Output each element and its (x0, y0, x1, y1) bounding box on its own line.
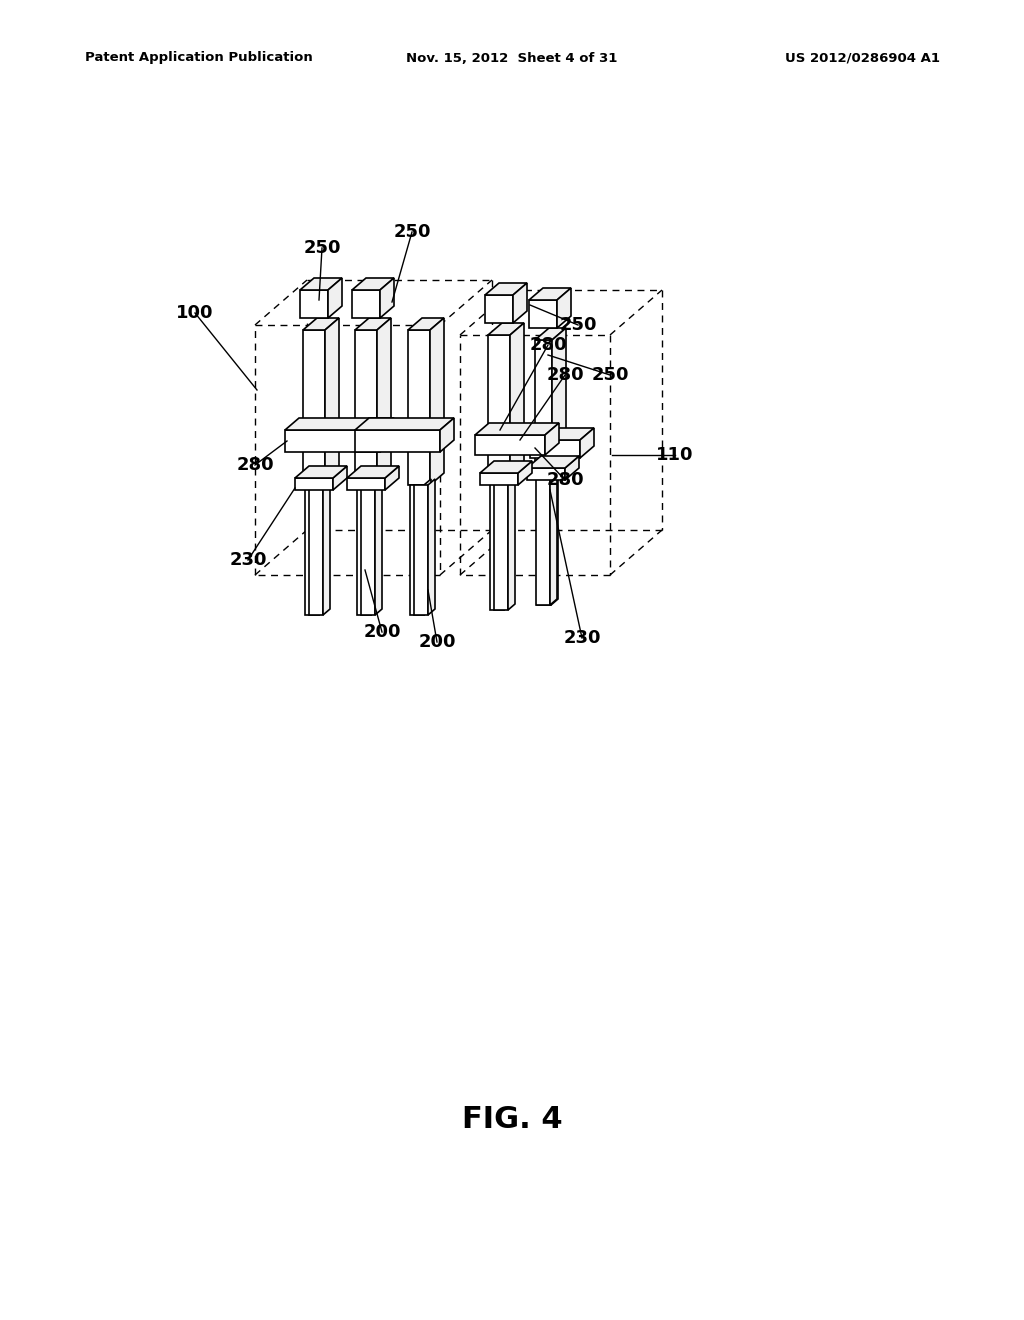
Polygon shape (285, 430, 380, 451)
Polygon shape (485, 282, 527, 294)
Polygon shape (347, 466, 399, 478)
Polygon shape (319, 479, 326, 615)
Polygon shape (410, 484, 424, 615)
Polygon shape (557, 288, 571, 327)
Text: 200: 200 (364, 623, 400, 642)
Text: 250: 250 (303, 239, 341, 257)
Text: 250: 250 (591, 366, 629, 384)
Text: Nov. 15, 2012  Sheet 4 of 31: Nov. 15, 2012 Sheet 4 of 31 (407, 51, 617, 65)
Polygon shape (488, 335, 510, 480)
Polygon shape (488, 323, 524, 335)
Polygon shape (357, 484, 371, 615)
Polygon shape (371, 479, 378, 615)
Polygon shape (527, 469, 565, 480)
Polygon shape (300, 279, 342, 290)
Polygon shape (333, 466, 347, 490)
Polygon shape (303, 318, 339, 330)
Polygon shape (323, 479, 330, 615)
Polygon shape (510, 323, 524, 480)
Polygon shape (424, 479, 431, 615)
Polygon shape (485, 294, 513, 323)
Text: 100: 100 (176, 304, 214, 322)
Polygon shape (380, 418, 394, 451)
Polygon shape (430, 318, 444, 484)
Polygon shape (545, 422, 559, 455)
Polygon shape (303, 330, 325, 484)
Polygon shape (347, 478, 385, 490)
Polygon shape (361, 484, 375, 615)
Polygon shape (530, 428, 594, 440)
Polygon shape (305, 484, 319, 615)
Polygon shape (295, 466, 347, 478)
Text: 280: 280 (237, 455, 273, 474)
Polygon shape (352, 279, 394, 290)
Polygon shape (527, 455, 579, 469)
Text: 280: 280 (546, 366, 584, 384)
Polygon shape (300, 290, 328, 318)
Text: 200: 200 (418, 634, 456, 651)
Polygon shape (355, 418, 454, 430)
Polygon shape (325, 318, 339, 484)
Polygon shape (535, 327, 566, 341)
Polygon shape (355, 330, 377, 484)
Polygon shape (295, 478, 333, 490)
Polygon shape (480, 473, 518, 484)
Text: 230: 230 (229, 550, 266, 569)
Polygon shape (504, 474, 511, 610)
Polygon shape (414, 484, 428, 615)
Polygon shape (565, 455, 579, 480)
Polygon shape (508, 474, 515, 610)
Polygon shape (380, 279, 394, 318)
Polygon shape (513, 282, 527, 323)
Text: 230: 230 (563, 630, 601, 647)
Polygon shape (490, 480, 504, 610)
Polygon shape (551, 469, 558, 605)
Polygon shape (537, 475, 551, 605)
Polygon shape (328, 279, 342, 318)
Polygon shape (494, 480, 508, 610)
Polygon shape (355, 430, 440, 451)
Text: US 2012/0286904 A1: US 2012/0286904 A1 (785, 51, 940, 65)
Polygon shape (440, 418, 454, 451)
Text: Patent Application Publication: Patent Application Publication (85, 51, 312, 65)
Polygon shape (550, 469, 557, 605)
Polygon shape (309, 484, 323, 615)
Polygon shape (408, 330, 430, 484)
Polygon shape (580, 428, 594, 458)
Polygon shape (355, 318, 391, 330)
Polygon shape (535, 341, 552, 475)
Polygon shape (529, 288, 571, 300)
Text: 280: 280 (546, 471, 584, 488)
Text: 250: 250 (559, 315, 597, 334)
Polygon shape (536, 475, 550, 605)
Polygon shape (285, 418, 394, 430)
Polygon shape (475, 422, 559, 436)
Text: 110: 110 (656, 446, 693, 465)
Polygon shape (518, 461, 532, 484)
Polygon shape (529, 300, 557, 327)
Text: 250: 250 (393, 223, 431, 242)
Text: FIG. 4: FIG. 4 (462, 1106, 562, 1134)
Polygon shape (377, 318, 391, 484)
Polygon shape (530, 440, 580, 458)
Polygon shape (408, 318, 444, 330)
Polygon shape (375, 479, 382, 615)
Polygon shape (475, 436, 545, 455)
Polygon shape (385, 466, 399, 490)
Polygon shape (552, 327, 566, 475)
Polygon shape (480, 461, 532, 473)
Polygon shape (428, 479, 435, 615)
Polygon shape (352, 290, 380, 318)
Text: 280: 280 (529, 337, 567, 354)
